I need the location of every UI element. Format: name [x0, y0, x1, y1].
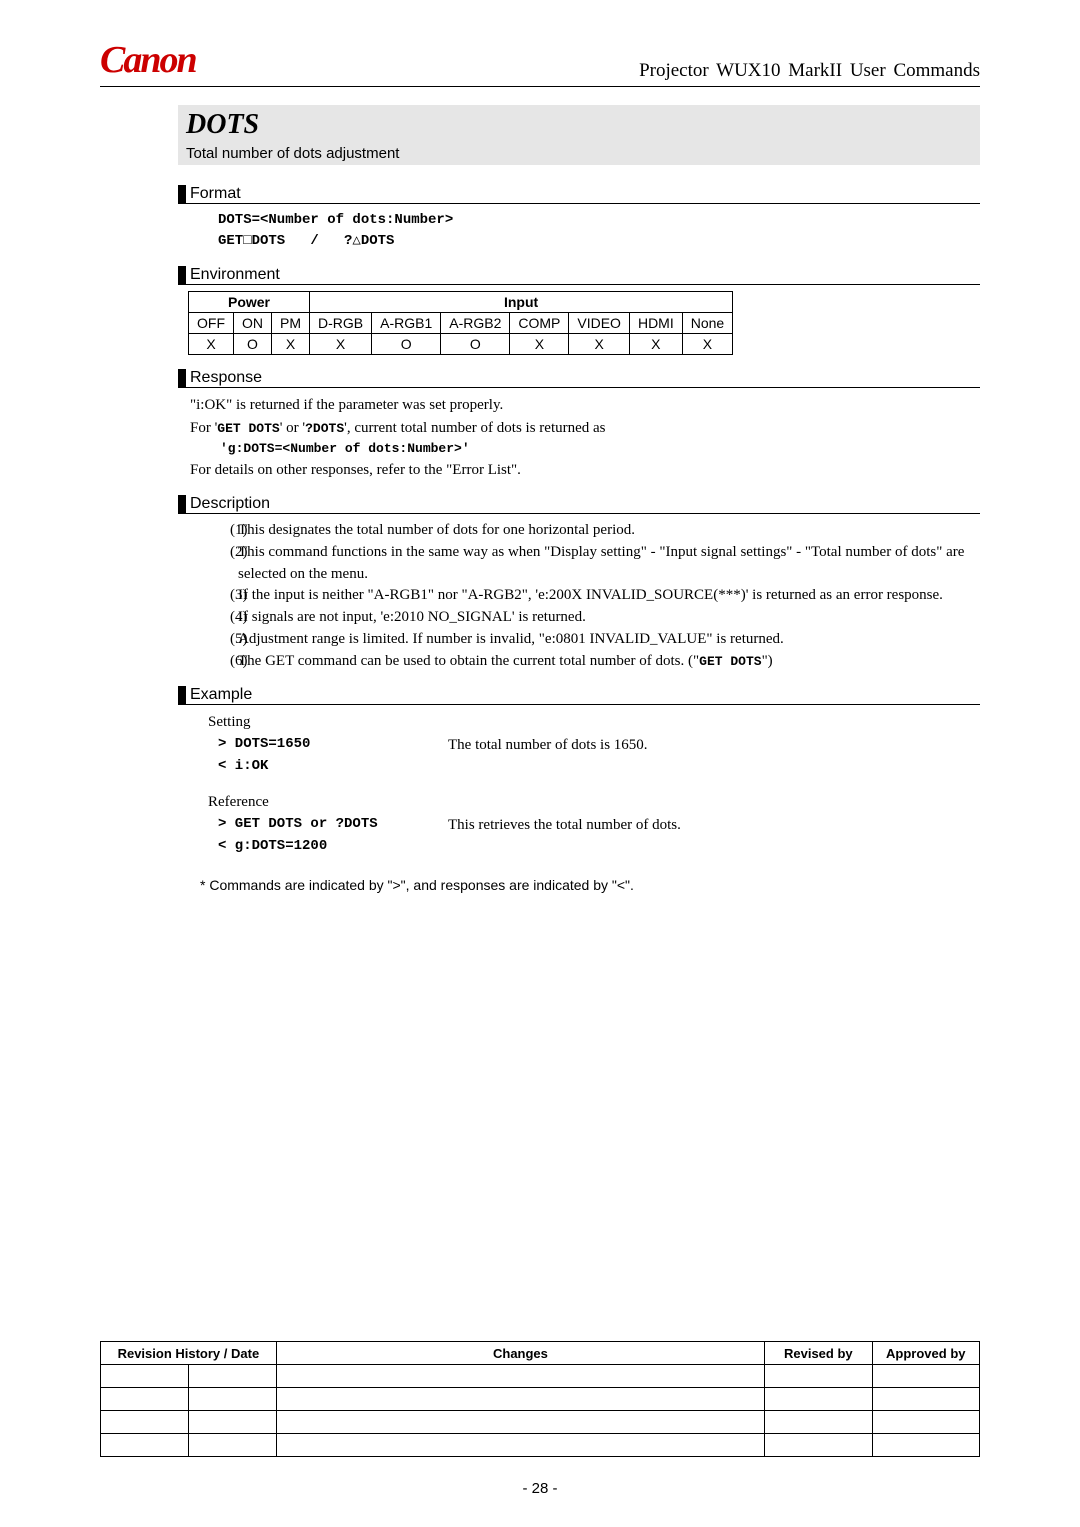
section-example: Example Setting > DOTS=1650 The total nu…: [178, 686, 980, 857]
table-cell: O: [234, 334, 272, 355]
list-item: This command functions in the same way a…: [230, 542, 980, 586]
section-title: Response: [190, 369, 262, 387]
table-header: Revision History / Date: [101, 1342, 277, 1365]
list-item: This designates the total number of dots…: [230, 520, 980, 542]
text-line: For 'GET DOTS' or '?DOTS', current total…: [190, 417, 980, 440]
table-cell: X: [629, 334, 682, 355]
table-cell: X: [510, 334, 569, 355]
example-row: < i:OK: [218, 756, 980, 777]
table-row: [101, 1434, 980, 1457]
section-marker-icon: [178, 686, 186, 704]
table-header: Input: [310, 292, 733, 313]
table-row: [101, 1411, 980, 1434]
table-cell: A-RGB1: [372, 313, 441, 334]
section-format: Format DOTS=<Number of dots:Number> GET□…: [178, 185, 980, 252]
command-subtitle: Total number of dots adjustment: [178, 143, 980, 165]
table-header: Power: [189, 292, 310, 313]
table-cell: VIDEO: [569, 313, 630, 334]
environment-table: Power Input OFF ON PM D-RGB A-RGB1 A-RGB…: [188, 291, 733, 355]
example-setting-label: Setting: [208, 711, 980, 734]
table-header: Revised by: [765, 1342, 872, 1365]
example-note: This retrieves the total number of dots.: [448, 814, 681, 837]
example-note: The total number of dots is 1650.: [448, 734, 648, 757]
page-number: - 28 -: [0, 1480, 1080, 1497]
example-cmd: < g:DOTS=1200: [218, 836, 448, 857]
table-cell: D-RGB: [310, 313, 372, 334]
command-title: DOTS: [178, 105, 980, 143]
section-marker-icon: [178, 185, 186, 203]
section-title: Description: [190, 495, 270, 513]
table-cell: COMP: [510, 313, 569, 334]
example-row: > DOTS=1650 The total number of dots is …: [218, 734, 980, 757]
section-marker-icon: [178, 266, 186, 284]
table-cell: None: [682, 313, 732, 334]
section-title: Example: [190, 686, 252, 704]
list-item: Adjustment range is limited. If number i…: [230, 629, 980, 651]
section-response: Response "i:OK" is returned if the param…: [178, 369, 980, 481]
table-cell: X: [569, 334, 630, 355]
format-code: DOTS=<Number of dots:Number> GET□DOTS / …: [218, 210, 980, 252]
section-environment: Environment Power Input OFF ON PM D-RGB …: [178, 266, 980, 355]
example-row: < g:DOTS=1200: [218, 836, 980, 857]
table-row: X O X X O O X X X X: [189, 334, 733, 355]
section-title: Environment: [190, 266, 280, 284]
table-cell: PM: [272, 313, 310, 334]
table-row: OFF ON PM D-RGB A-RGB1 A-RGB2 COMP VIDEO…: [189, 313, 733, 334]
table-cell: X: [310, 334, 372, 355]
table-row: [101, 1365, 980, 1388]
section-description: Description This designates the total nu…: [178, 495, 980, 672]
table-cell: ON: [234, 313, 272, 334]
table-cell: X: [189, 334, 234, 355]
list-item: If signals are not input, 'e:2010 NO_SIG…: [230, 607, 980, 629]
table-cell: X: [682, 334, 732, 355]
response-body: "i:OK" is returned if the parameter was …: [190, 394, 980, 481]
example-footnote: * Commands are indicated by ">", and res…: [200, 877, 980, 893]
table-cell: O: [441, 334, 510, 355]
table-row: [101, 1388, 980, 1411]
text-line: For details on other responses, refer to…: [190, 459, 980, 482]
document-title: Projector WUX10 MarkII User Commands: [639, 60, 980, 82]
table-row: Revision History / Date Changes Revised …: [101, 1342, 980, 1365]
table-cell: OFF: [189, 313, 234, 334]
section-title: Format: [190, 185, 241, 203]
section-marker-icon: [178, 369, 186, 387]
example-cmd: > GET DOTS or ?DOTS: [218, 814, 448, 837]
page-header: Canon Projector WUX10 MarkII User Comman…: [100, 38, 980, 87]
revision-table-wrap: Revision History / Date Changes Revised …: [100, 1341, 980, 1457]
example-cmd: < i:OK: [218, 756, 448, 777]
table-cell: O: [372, 334, 441, 355]
description-list: This designates the total number of dots…: [190, 520, 980, 672]
list-item: The GET command can be used to obtain th…: [230, 651, 980, 673]
table-header: Changes: [276, 1342, 764, 1365]
table-cell: A-RGB2: [441, 313, 510, 334]
example-row: > GET DOTS or ?DOTS This retrieves the t…: [218, 814, 980, 837]
list-item: If the input is neither "A-RGB1" nor "A-…: [230, 585, 980, 607]
table-cell: HDMI: [629, 313, 682, 334]
canon-logo: Canon: [100, 38, 196, 82]
section-marker-icon: [178, 495, 186, 513]
example-cmd: > DOTS=1650: [218, 734, 448, 757]
text-line: "i:OK" is returned if the parameter was …: [190, 394, 980, 417]
table-cell: X: [272, 334, 310, 355]
example-reference-label: Reference: [208, 791, 980, 814]
code-line: 'g:DOTS=<Number of dots:Number>': [220, 439, 980, 459]
table-header: Approved by: [872, 1342, 979, 1365]
revision-table: Revision History / Date Changes Revised …: [100, 1341, 980, 1457]
